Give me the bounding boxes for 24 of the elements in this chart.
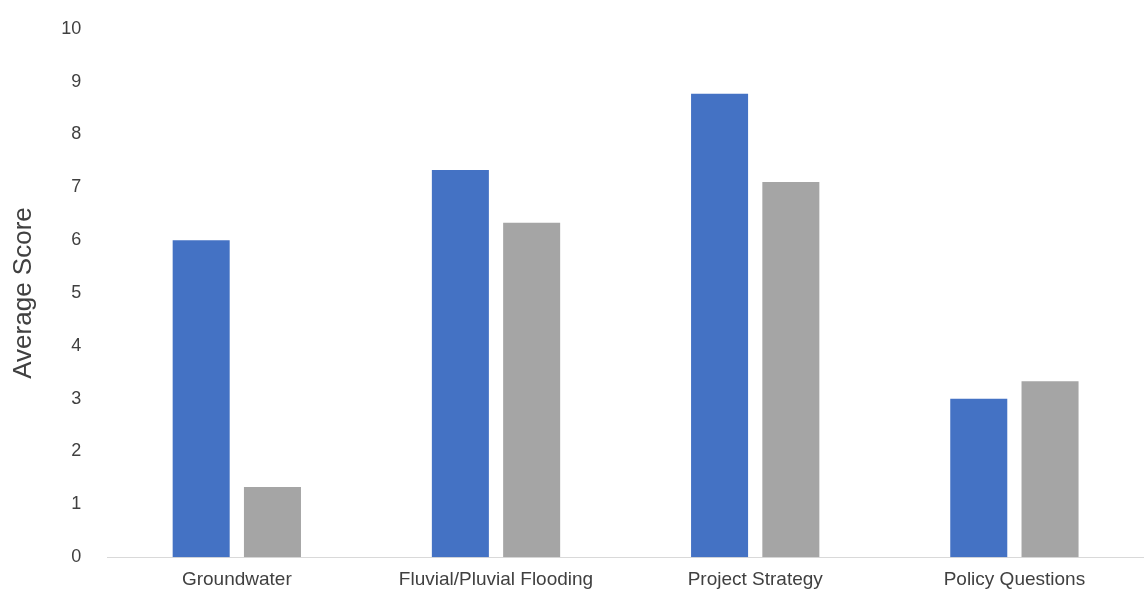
y-tick-label: 2: [71, 440, 82, 461]
bar: [950, 398, 1008, 558]
bar: [503, 222, 561, 558]
x-tick-label: Policy Questions: [943, 567, 1086, 589]
x-tick-label: Fluvial/Pluvial Flooding: [398, 567, 594, 589]
y-tick-label: 6: [71, 229, 82, 250]
x-tick-label: Groundwater: [181, 567, 293, 589]
bar: [762, 182, 820, 558]
bar: [431, 169, 489, 558]
x-tick-label: Project Strategy: [687, 567, 824, 589]
y-tick-label: 7: [71, 176, 82, 197]
y-tick-label: 3: [71, 387, 82, 408]
bar: [172, 240, 230, 558]
y-tick-label: 0: [71, 546, 82, 567]
bar: [1021, 381, 1079, 558]
y-axis-title: Average Score: [6, 207, 37, 379]
y-tick-label: 8: [71, 123, 82, 144]
y-tick-label: 10: [61, 17, 82, 38]
bar: [691, 93, 749, 558]
y-tick-label: 1: [71, 493, 82, 514]
y-tick-label: 5: [71, 281, 82, 302]
bar: [243, 486, 301, 558]
y-tick-label: 4: [71, 334, 82, 355]
y-tick-label: 9: [71, 70, 82, 91]
